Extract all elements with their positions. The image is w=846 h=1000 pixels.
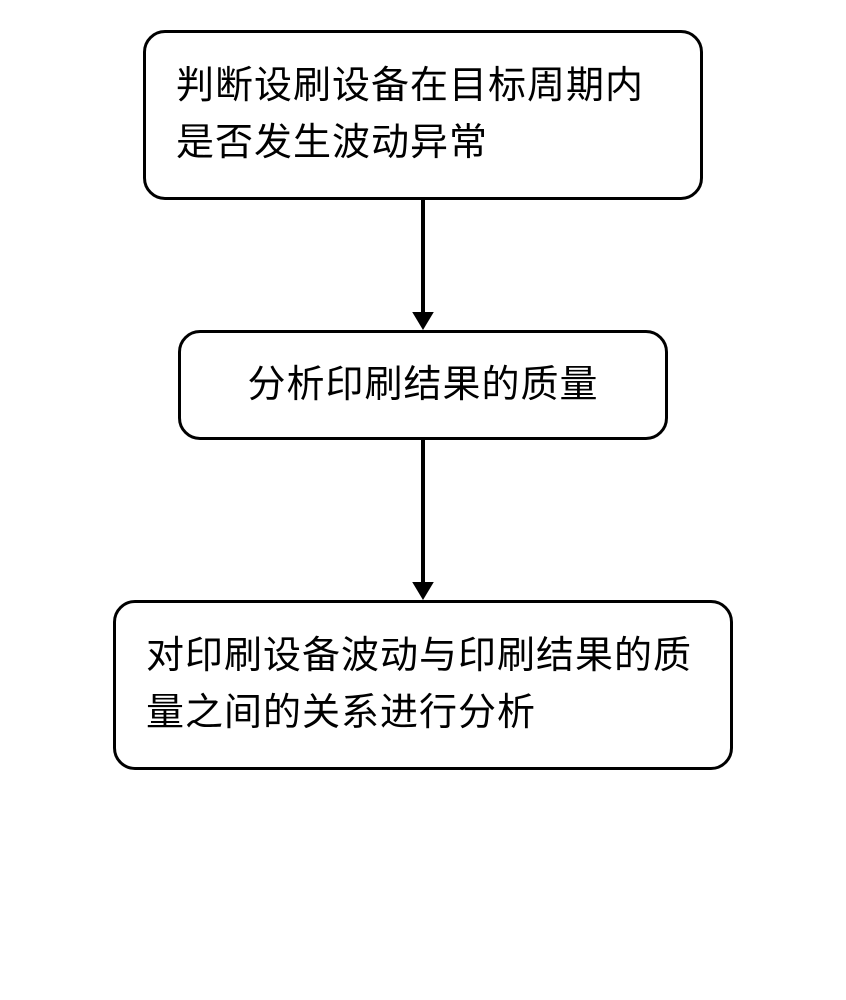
flowchart-node-3-text: 对印刷设备波动与印刷结果的质量之间的关系进行分析 — [146, 628, 700, 742]
arrow-2 — [403, 440, 443, 600]
arrow-2-head — [412, 582, 434, 600]
flowchart-node-1-text: 判断设刷设备在目标周期内是否发生波动异常 — [176, 58, 670, 172]
arrow-1 — [403, 200, 443, 330]
flowchart-node-1: 判断设刷设备在目标周期内是否发生波动异常 — [143, 30, 703, 200]
arrow-1-head — [412, 312, 434, 330]
flowchart-node-2-text: 分析印刷结果的质量 — [247, 357, 598, 414]
flowchart-container: 判断设刷设备在目标周期内是否发生波动异常 分析印刷结果的质量 对印刷设备波动与印… — [113, 30, 733, 770]
flowchart-node-3: 对印刷设备波动与印刷结果的质量之间的关系进行分析 — [113, 600, 733, 770]
flowchart-node-2: 分析印刷结果的质量 — [178, 330, 668, 440]
